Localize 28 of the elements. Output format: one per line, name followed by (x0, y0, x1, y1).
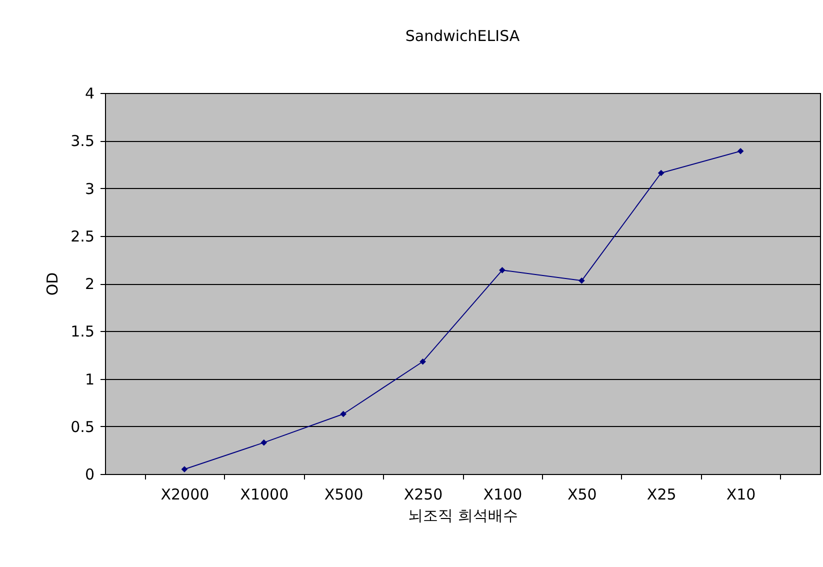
x-tick-label: X1000 (240, 486, 289, 504)
y-tick-label: 2.5 (70, 227, 94, 246)
x-tick-label: X2000 (160, 486, 210, 504)
point (499, 267, 506, 274)
point (340, 410, 346, 418)
y-axis-title: OD (44, 272, 62, 296)
point (658, 170, 664, 176)
y-tick-label: 4 (84, 84, 94, 102)
y-tick-label: 3.5 (70, 132, 94, 150)
x-tick-label: X10 (726, 486, 756, 504)
x-tick-label: X25 (646, 486, 676, 504)
y-tick-label: 0.5 (70, 418, 94, 436)
x-axis-title: 뇌조직 희석배수 (408, 506, 518, 524)
x-tick-label: X500 (324, 486, 364, 504)
y-tick-label: 1.5 (70, 322, 94, 341)
y-tick-label: 1 (84, 370, 94, 388)
point (578, 277, 585, 284)
y-tick-label: 3 (84, 180, 94, 198)
point (181, 466, 188, 472)
chart-title: SandwichELISA (405, 27, 520, 45)
point (737, 148, 744, 154)
x-tick-label: X100 (483, 486, 522, 504)
y-tick-label: 0 (84, 466, 94, 484)
x-tick-label: X50 (567, 486, 597, 504)
point (420, 358, 426, 365)
x-tick-label: X250 (404, 486, 443, 504)
point (260, 439, 268, 446)
y-tick-label: 2 (84, 275, 94, 293)
